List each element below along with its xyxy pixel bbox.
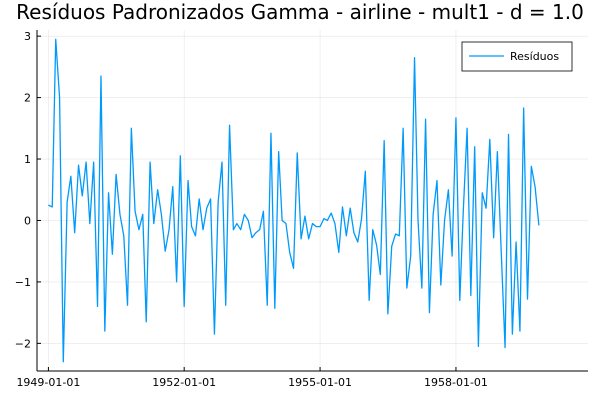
chart-title: Resíduos Padronizados Gamma - airline - … bbox=[16, 0, 584, 24]
legend: Resíduos bbox=[461, 41, 573, 72]
axes bbox=[36, 30, 588, 372]
y-tick-label: 3 bbox=[24, 30, 31, 43]
y-tick-label: −2 bbox=[15, 337, 31, 350]
series-line-residuos bbox=[48, 38, 540, 363]
y-tick-label: 0 bbox=[24, 214, 31, 227]
x-tick-label: 1958-01-01 bbox=[424, 376, 488, 389]
x-tick-label: 1955-01-01 bbox=[288, 376, 352, 389]
x-tick-label: 1949-01-01 bbox=[16, 376, 80, 389]
tick-labels: −2 −1 0 1 2 3 1949-01-01 1952-01-01 1955-01-01 19… bbox=[15, 30, 488, 389]
y-tick-label: 2 bbox=[24, 92, 31, 105]
y-tick-label: −1 bbox=[15, 276, 31, 289]
x-tick-label: 1952-01-01 bbox=[152, 376, 216, 389]
y-tick-label: 1 bbox=[24, 153, 31, 166]
legend-label-residuos: Resíduos bbox=[510, 50, 559, 63]
series bbox=[48, 38, 540, 363]
